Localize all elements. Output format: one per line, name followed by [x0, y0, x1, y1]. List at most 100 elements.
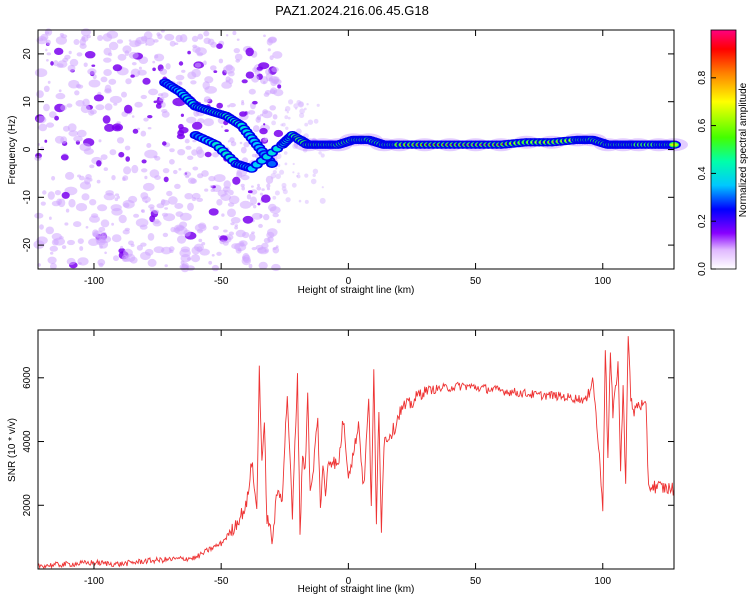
- spectrogram-blob: [122, 45, 132, 54]
- spectrogram-blob: [208, 208, 219, 216]
- spectrogram-blob: [273, 89, 284, 97]
- x-tick-label: 50: [470, 276, 482, 287]
- spectrogram-blob: [73, 39, 80, 45]
- spectrogram-blob: [268, 203, 277, 212]
- y-tick-label: -10: [22, 190, 33, 205]
- spectrogram-blob: [318, 151, 322, 155]
- spectrogram-blob: [75, 100, 85, 107]
- spectrogram-blob: [191, 35, 199, 43]
- spectrogram-blob: [230, 217, 241, 224]
- spectrogram-blob: [299, 112, 305, 118]
- spectrogram-blob: [191, 197, 197, 202]
- spectrogram-blob: [258, 261, 268, 270]
- x-tick-label: 100: [594, 276, 611, 287]
- spectrogram-blob: [292, 143, 298, 149]
- spectrogram-blob: [271, 263, 281, 272]
- spectrogram-blob: [148, 88, 159, 96]
- spectrogram-blob: [273, 129, 284, 138]
- spectrogram-blob: [320, 153, 325, 158]
- spectrogram-blob: [306, 103, 309, 106]
- spectrogram-blob: [250, 189, 258, 195]
- spectrogram-blob: [180, 264, 189, 273]
- spectrogram-blob: [229, 103, 236, 108]
- spectrogram-blob: [161, 212, 169, 217]
- spectrogram-blob: [36, 236, 48, 245]
- spectrogram-blob: [68, 198, 76, 208]
- spectrogram-blob: [272, 51, 283, 59]
- spectrogram-blob: [235, 59, 240, 63]
- spectrogram-blob: [218, 58, 224, 64]
- spectrogram-blob: [104, 84, 112, 93]
- spectrogram-blob: [219, 239, 225, 245]
- spectrogram-blob: [111, 175, 116, 181]
- spectrogram-blob: [269, 105, 277, 111]
- spectrogram-blob: [248, 88, 256, 95]
- spectrogram-blob: [174, 42, 179, 45]
- spectrogram-blob: [46, 122, 55, 128]
- spectrogram-blob: [283, 151, 288, 155]
- spectrogram-blob: [169, 159, 175, 165]
- colorbar-tick-label: 0.2: [697, 214, 708, 228]
- spectrogram-blob: [138, 66, 142, 70]
- spectrogram-blob: [234, 53, 243, 61]
- spectrogram-blob: [169, 249, 174, 253]
- spectrogram-blob: [103, 57, 112, 63]
- spectrogram-blob: [128, 39, 132, 42]
- spectrogram-blob: [134, 101, 143, 108]
- colorbar-label: Normalized spectral amplitude: [738, 82, 749, 217]
- spectrogram-blob: [192, 44, 198, 49]
- spectrogram-blob: [105, 190, 114, 196]
- spectrogram-blob: [60, 136, 68, 144]
- spectrogram-blob: [257, 183, 260, 187]
- spectrogram-blob: [89, 178, 93, 182]
- y-tick-label: 10: [22, 96, 33, 108]
- spectrogram-blob: [152, 67, 156, 72]
- spectrogram-blob: [263, 213, 270, 221]
- spectrogram-blob: [288, 99, 294, 105]
- spectrogram-blob: [174, 224, 185, 232]
- spectrogram-blob: [38, 123, 48, 132]
- spectrogram-blob: [50, 251, 54, 255]
- spectrogram-blob: [255, 116, 261, 123]
- spectrogram-blob: [124, 145, 131, 151]
- spectrogram-blob: [316, 103, 320, 107]
- spectrogram-ridge: [159, 78, 688, 173]
- spectrogram-blob: [321, 186, 324, 189]
- spectrogram-blob: [75, 203, 88, 212]
- spectrogram-blob: [154, 175, 161, 181]
- colorbar-tick-label: 0.0: [697, 262, 708, 276]
- spectrogram-blob: [263, 81, 266, 84]
- spectrogram-blob: [284, 115, 289, 120]
- spectrogram-blob: [56, 198, 62, 206]
- spectrogram-blob: [103, 69, 112, 76]
- spectrogram-blob: [272, 247, 277, 251]
- spectrogram-blob: [140, 242, 147, 247]
- spectrogram-blob: [108, 41, 119, 51]
- spectrogram-blob: [242, 256, 246, 260]
- spectrogram-blob: [173, 169, 178, 175]
- spectrogram-blob: [313, 118, 319, 124]
- spectrogram-blob: [140, 94, 147, 100]
- spectrogram-blob: [36, 36, 48, 45]
- spectrogram-blob: [76, 129, 87, 138]
- spectrogram-blob: [100, 154, 108, 161]
- snr-x-axis: -100 -50 0 50 100: [84, 330, 612, 587]
- spectrogram-blob: [111, 234, 122, 243]
- spectrogram-blob: [169, 40, 176, 47]
- spectrogram-blob: [228, 195, 240, 205]
- spectrogram-blob: [135, 218, 149, 228]
- spectrogram-blob: [104, 251, 107, 255]
- spectrogram-blob: [102, 115, 111, 124]
- spectrogram-blob: [80, 104, 91, 114]
- spectrogram-y-label: Frequency (Hz): [7, 116, 18, 185]
- spectrogram-blob: [185, 175, 190, 179]
- spectrogram-blob: [68, 50, 72, 55]
- spectrogram-blob: [98, 240, 109, 249]
- spectrogram-blob: [124, 104, 133, 114]
- spectrogram-scatter: [33, 28, 326, 273]
- spectrogram-blob: [270, 79, 278, 87]
- spectrogram-blob: [113, 102, 118, 106]
- spectrogram-blob: [129, 256, 138, 264]
- snr-panel: -100 -50 0 50 100 2000 4000 6000 Height of str…: [7, 329, 675, 595]
- spectrogram-blob: [177, 235, 187, 244]
